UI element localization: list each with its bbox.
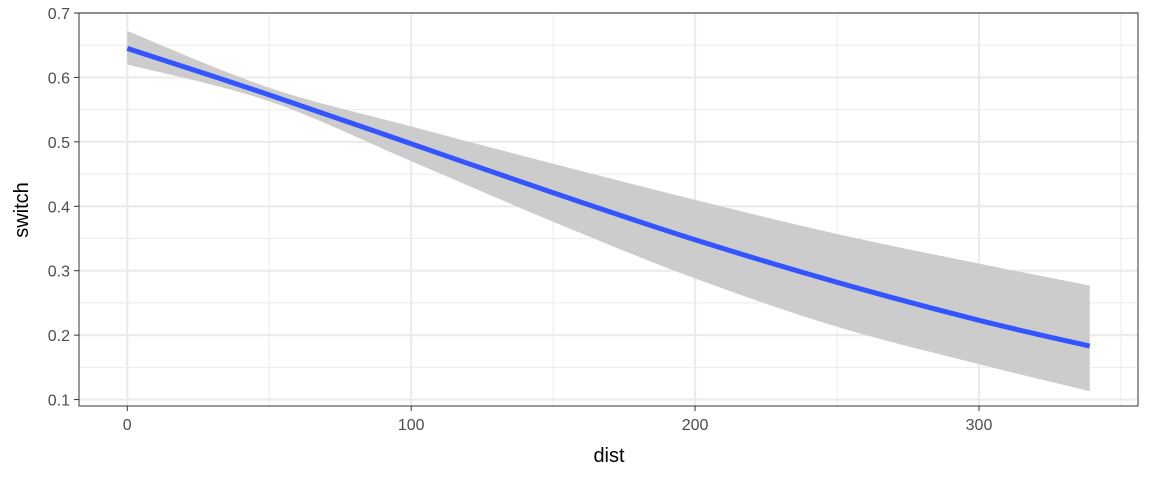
x-axis: 0 100 200 300 bbox=[123, 406, 993, 434]
y-axis-title: switch bbox=[11, 182, 33, 238]
y-tick-label: 0.7 bbox=[48, 6, 70, 23]
panel-border bbox=[78, 12, 1139, 407]
y-tick-label: 0.1 bbox=[48, 393, 70, 410]
y-tick-label: 0.3 bbox=[48, 264, 70, 281]
x-axis-title: dist bbox=[593, 445, 625, 467]
y-tick-label: 0.4 bbox=[48, 199, 70, 216]
x-tick-label: 0 bbox=[123, 417, 132, 434]
x-tick-label: 300 bbox=[966, 417, 993, 434]
y-tick-label: 0.2 bbox=[48, 328, 70, 345]
x-tick-label: 100 bbox=[398, 417, 425, 434]
fit-line bbox=[126, 46, 1091, 349]
y-tick-label: 0.6 bbox=[48, 70, 70, 87]
x-tick-label: 200 bbox=[682, 417, 709, 434]
fit-lines bbox=[126, 46, 1091, 349]
y-tick-label: 0.5 bbox=[48, 135, 70, 152]
y-axis: 0.1 0.2 0.3 0.4 0.5 0.6 0.7 bbox=[48, 6, 79, 410]
